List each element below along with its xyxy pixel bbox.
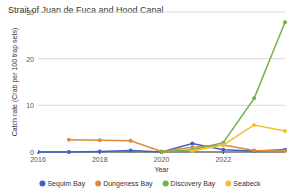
y-tick-label: 20: [26, 56, 34, 63]
legend-swatch: [225, 181, 231, 187]
x-tick: [223, 152, 224, 154]
legend-item: Dungeness Bay: [95, 180, 153, 188]
x-axis-label: Year: [154, 166, 169, 173]
plot-area: [38, 20, 287, 154]
point: [221, 148, 225, 152]
series-line: [162, 22, 286, 152]
point: [221, 143, 225, 147]
point: [190, 142, 194, 146]
point: [98, 138, 102, 142]
x-tick-label: 2022: [215, 156, 231, 163]
legend-item: Sequim Bay: [39, 180, 85, 188]
series-line: [192, 125, 285, 151]
point: [129, 149, 133, 153]
title: Strait of Juan de Fuca and Hood Canal: [8, 5, 164, 15]
grid-line: [38, 58, 285, 59]
legend-label: Dungeness Bay: [103, 180, 153, 188]
point: [160, 150, 164, 154]
legend-swatch: [39, 181, 45, 187]
point: [252, 149, 256, 153]
point: [129, 139, 133, 143]
legend-item: Discovery Bay: [163, 180, 216, 188]
point: [190, 149, 194, 153]
point: [160, 150, 164, 154]
point: [283, 20, 287, 24]
point: [252, 96, 256, 100]
point: [283, 129, 287, 133]
point: [38, 150, 40, 154]
y-axis-label: Catch rate (Crab per 100 trap sets): [11, 28, 19, 137]
legend-swatch: [163, 181, 169, 187]
grid-line: [38, 12, 285, 13]
y-tick-label: 0: [30, 149, 34, 156]
x-tick-label: 2020: [154, 156, 170, 163]
x-tick-label: 2018: [92, 156, 108, 163]
legend-label: Seabeck: [233, 180, 261, 187]
point: [160, 150, 164, 154]
legend: Sequim Bay Dungeness Bay Discovery Bay Seab…: [39, 180, 261, 188]
point: [67, 138, 71, 142]
grid-line: [38, 105, 285, 106]
point: [98, 150, 102, 154]
legend-swatch: [95, 181, 101, 187]
point: [252, 149, 256, 153]
y-tick-label: 30: [26, 9, 34, 16]
chart: Strait of Juan de Fuca and Hood Canal 0 10…: [0, 0, 300, 191]
point: [283, 149, 287, 153]
legend-label: Discovery Bay: [171, 180, 216, 188]
legend-label: Sequim Bay: [47, 180, 85, 188]
y-tick-label: 10: [26, 102, 34, 109]
legend-item: Seabeck: [225, 180, 261, 187]
point: [67, 150, 71, 154]
x-tick-label: 2016: [30, 156, 46, 163]
point: [252, 123, 256, 127]
point: [221, 143, 225, 147]
